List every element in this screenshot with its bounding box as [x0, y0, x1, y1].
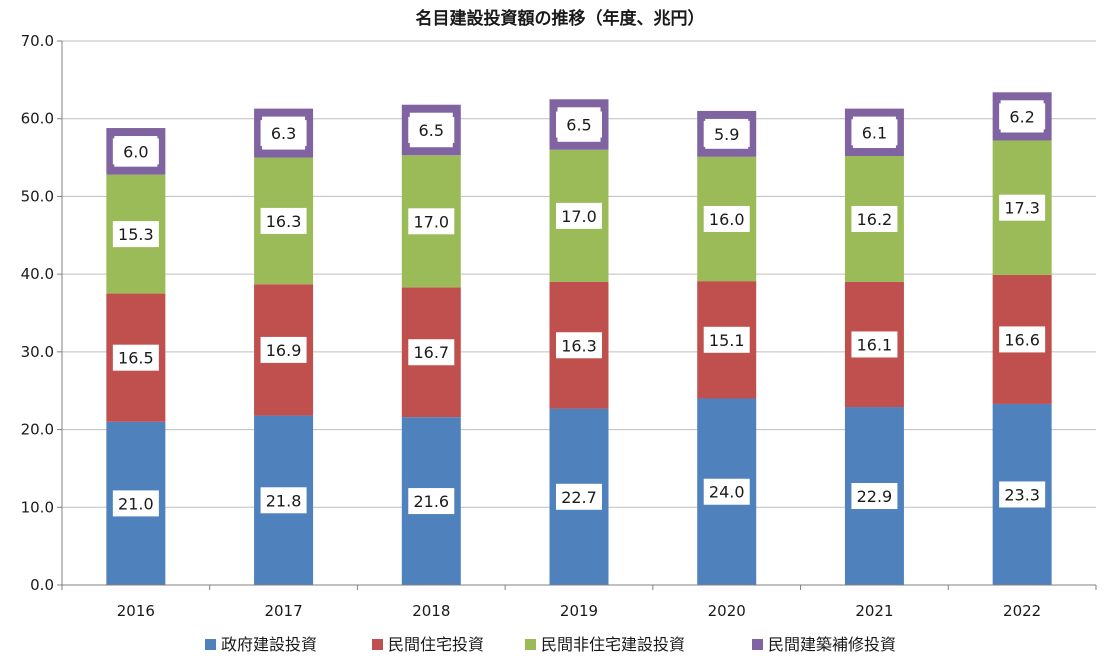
data-label-box	[408, 116, 455, 143]
data-label: 17.3	[1004, 199, 1040, 218]
data-label: 6.2	[1009, 107, 1034, 126]
data-label-box	[260, 120, 307, 147]
data-label: 16.3	[561, 336, 597, 355]
data-label: 16.5	[118, 349, 154, 368]
x-tick-label: 2019	[560, 602, 598, 620]
data-label: 22.9	[857, 487, 893, 506]
data-label-box	[408, 208, 455, 235]
data-label: 21.6	[413, 492, 449, 511]
data-label: 16.7	[413, 343, 449, 362]
legend-label: 民間建築補修投資	[768, 635, 896, 654]
legend-label: 民間住宅投資	[388, 635, 484, 654]
y-axis: 0.0 10.0 20.0 30.0 40.0 50.0 60.0 70.0	[21, 32, 63, 594]
data-label-box	[999, 481, 1046, 508]
x-tick-label: 2020	[708, 602, 746, 620]
data-label-box	[556, 332, 602, 359]
y-tick-label: 70.0	[21, 32, 54, 50]
data-label-box	[703, 326, 750, 353]
x-tick-label: 2021	[855, 602, 893, 620]
x-tick-label: 2018	[412, 602, 450, 620]
data-label: 23.3	[1004, 485, 1040, 504]
y-tick-label: 50.0	[21, 187, 54, 205]
data-label: 16.9	[266, 341, 302, 360]
data-label-box	[999, 326, 1046, 353]
data-label-box	[112, 138, 159, 165]
data-label: 6.5	[419, 121, 444, 140]
data-label: 16.0	[709, 210, 745, 229]
data-label: 16.3	[266, 212, 302, 231]
data-label-box	[851, 205, 898, 232]
y-tick-label: 30.0	[21, 343, 54, 361]
data-label-box	[556, 202, 602, 229]
legend-label: 政府建設投資	[221, 635, 317, 654]
legend: 政府建設投資 民間住宅投資 民間非住宅建設投資 民間建築補修投資	[205, 635, 896, 654]
data-label-box	[556, 111, 602, 138]
data-label-box	[260, 336, 307, 363]
data-label-box	[703, 120, 750, 147]
data-label: 24.0	[709, 483, 745, 502]
data-label-box	[112, 490, 159, 517]
data-label-box	[999, 103, 1046, 130]
data-label: 6.5	[566, 116, 591, 135]
chart-title: 名目建設投資額の推移（年度、兆円）	[416, 8, 705, 29]
legend-swatch	[372, 639, 383, 650]
data-label-box	[112, 344, 159, 371]
x-tick-label: 2017	[264, 602, 302, 620]
data-label: 17.0	[413, 212, 449, 231]
data-label: 16.2	[857, 210, 893, 229]
data-labels: 21.0 16.5 15.3 6.0 21.8 16.9 16.3 6.3 21.6 16.7 17…	[112, 103, 1046, 517]
data-label-box	[112, 221, 159, 248]
data-label-box	[999, 194, 1046, 221]
data-label: 15.1	[709, 331, 745, 350]
x-tick-label: 2016	[117, 602, 155, 620]
data-label-box	[408, 339, 455, 366]
data-label-box	[703, 478, 750, 505]
data-label: 15.3	[118, 225, 154, 244]
data-label-box	[260, 207, 307, 234]
data-label: 22.7	[561, 488, 597, 507]
legend-label: 民間非住宅建設投資	[541, 635, 685, 654]
y-tick-label: 40.0	[21, 265, 54, 283]
data-label: 16.6	[1004, 330, 1040, 349]
data-label-box	[556, 483, 602, 510]
data-label: 6.1	[862, 123, 887, 142]
x-axis: 2016 2017 2018 2019 2020 2021 2022	[61, 584, 1097, 620]
legend-swatch	[525, 639, 536, 650]
data-label: 6.0	[123, 142, 148, 161]
data-label: 21.8	[266, 491, 302, 510]
y-tick-label: 0.0	[30, 576, 54, 594]
data-label: 5.9	[714, 125, 739, 144]
data-label-box	[851, 483, 898, 510]
y-tick-label: 20.0	[21, 421, 54, 439]
data-label-box	[703, 205, 750, 232]
data-label: 17.0	[561, 207, 597, 226]
legend-swatch	[752, 639, 763, 650]
legend-swatch	[205, 639, 216, 650]
x-tick-label: 2022	[1003, 602, 1041, 620]
data-label: 6.3	[271, 124, 296, 143]
y-tick-label: 60.0	[21, 110, 54, 128]
data-label: 21.0	[118, 494, 154, 513]
data-label-box	[408, 488, 455, 515]
data-label: 16.1	[857, 335, 893, 354]
y-tick-label: 10.0	[21, 498, 54, 516]
data-label-box	[851, 119, 898, 146]
data-label-box	[851, 331, 898, 358]
data-label-box	[260, 487, 307, 514]
